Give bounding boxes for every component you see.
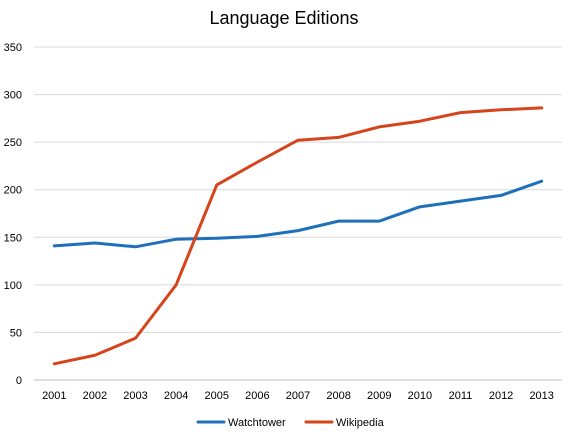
x-tick-label: 2012 [489, 390, 513, 402]
x-tick-label: 2011 [449, 390, 473, 402]
y-tick-label: 300 [4, 90, 22, 102]
y-tick-label: 200 [4, 185, 22, 197]
y-tick-label: 50 [10, 327, 22, 339]
y-tick-label: 250 [4, 137, 22, 149]
legend-label-wikipedia: Wikipedia [336, 417, 385, 429]
x-tick-label: 2002 [83, 390, 107, 402]
x-tick-label: 2005 [205, 390, 229, 402]
y-tick-label: 150 [4, 232, 22, 244]
chart-title: Language Editions [209, 8, 359, 28]
legend-label-watchtower: Watchtower [228, 417, 286, 429]
x-tick-label: 2013 [529, 390, 553, 402]
x-tick-label: 2006 [245, 390, 269, 402]
x-tick-label: 2009 [367, 390, 391, 402]
x-tick-label: 2010 [408, 390, 432, 402]
x-tick-label: 2008 [326, 390, 350, 402]
y-tick-label: 100 [4, 280, 22, 292]
series-line-watchtower [52, 179, 544, 249]
x-tick-label: 2003 [123, 390, 147, 402]
x-tick-label: 2001 [42, 390, 66, 402]
x-tick-label: 2007 [286, 390, 310, 402]
series-line-wikipedia [52, 106, 544, 366]
y-tick-label: 0 [16, 375, 22, 387]
x-tick-label: 2004 [164, 390, 188, 402]
y-tick-label: 350 [4, 42, 22, 54]
